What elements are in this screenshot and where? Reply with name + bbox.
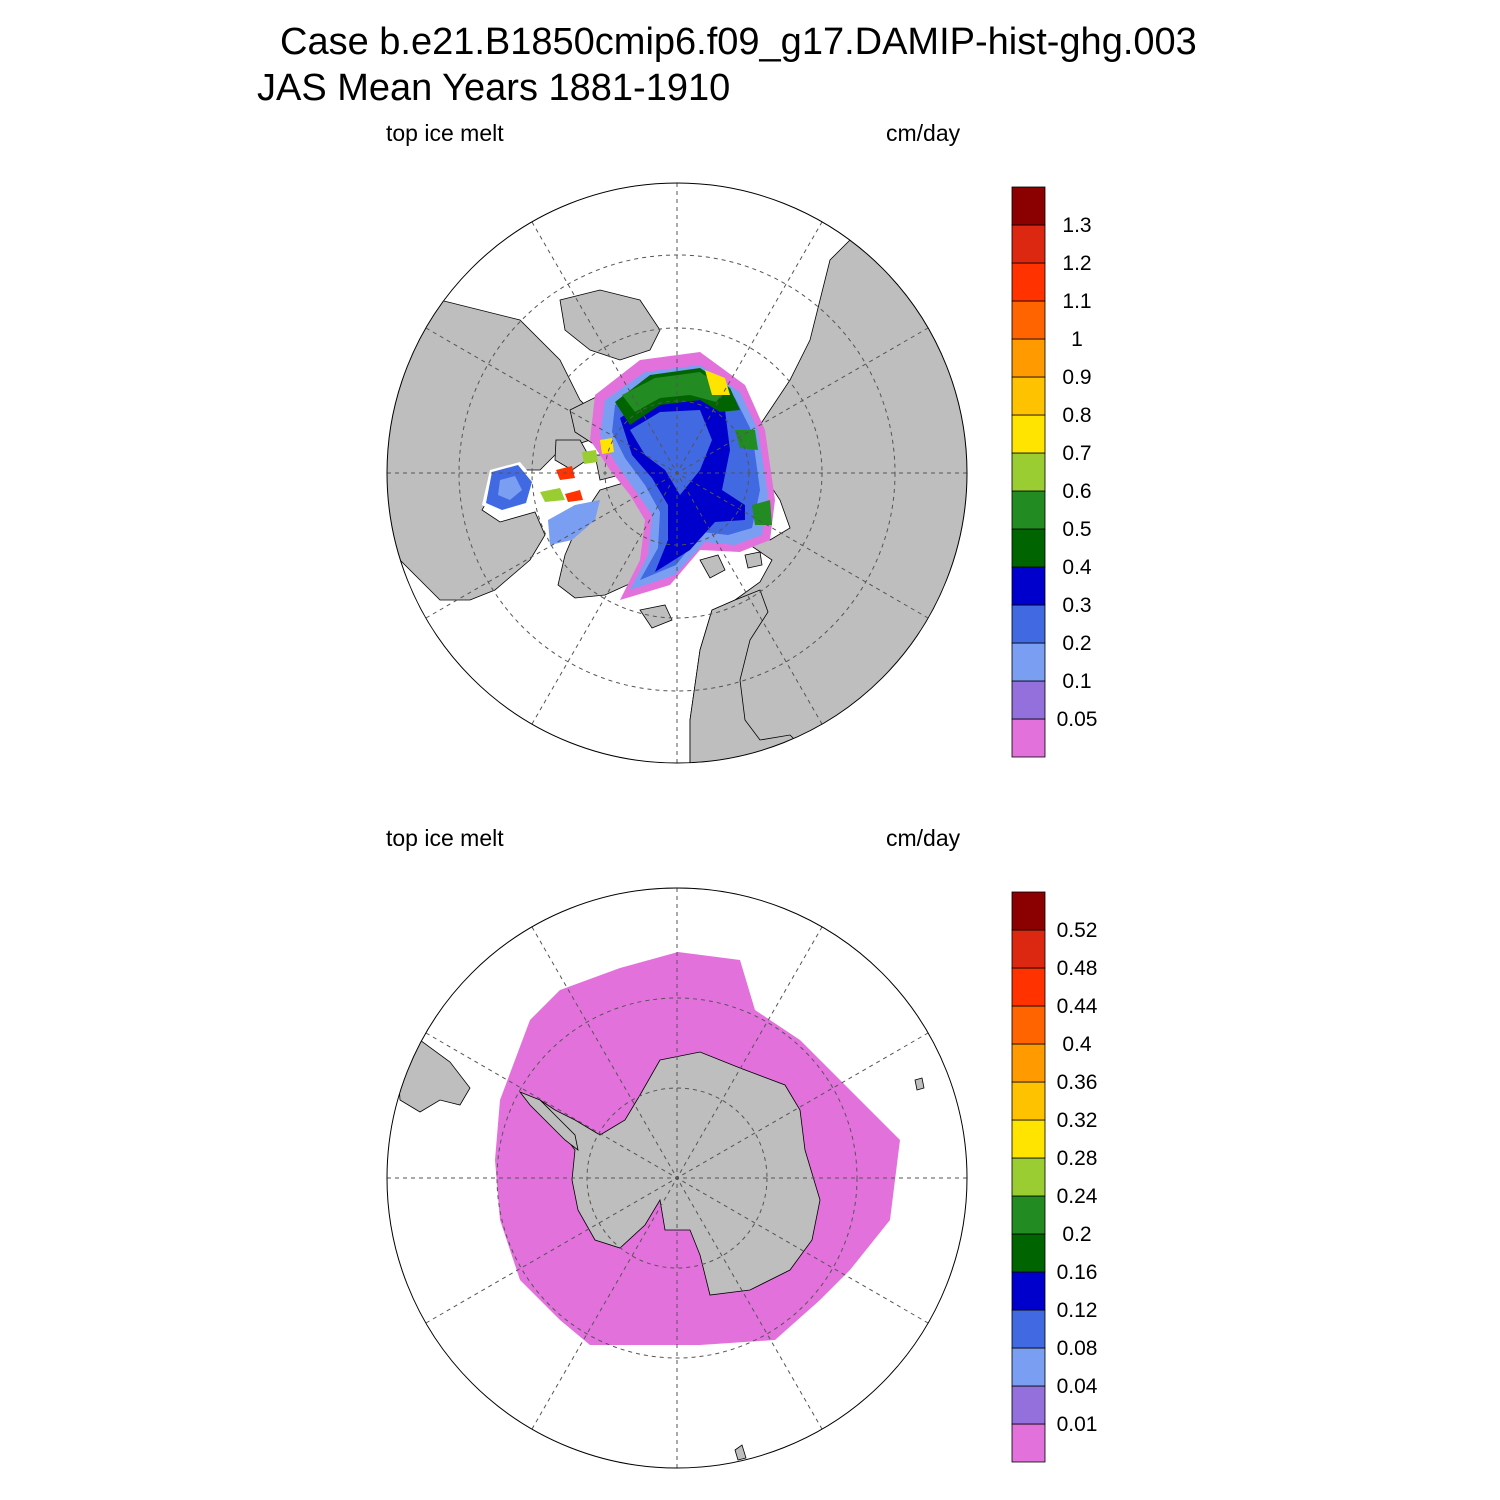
north-colorbar-swatch [1011, 186, 1046, 226]
north-colorbar-swatch [1011, 528, 1046, 568]
north-colorbar-swatch [1011, 376, 1046, 416]
south-colorbar-swatch [1011, 1423, 1046, 1463]
north-colorbar: 0.05 0.1 0.2 0.3 0.4 0.5 0.6 0.7 0.8 0.9 1 1.1 1.2 1.… [1011, 186, 1098, 758]
south-colorbar-swatch [1011, 929, 1046, 969]
south-land-peninsula [518, 1091, 579, 1151]
north-colorbar-swatch [1011, 566, 1046, 606]
south-colorbar-swatch [1011, 1005, 1046, 1045]
north-colorbar-tick-label: 0.7 [1062, 442, 1091, 465]
north-colorbar-swatch [1011, 718, 1046, 758]
north-land-svalbard [699, 551, 763, 579]
north-colorbar-tick-label: 0.3 [1062, 594, 1091, 617]
south-colorbar-swatch [1011, 1385, 1046, 1425]
north-colorbar-swatch [1011, 490, 1046, 530]
north-land-alaska [559, 289, 661, 361]
north-ice-band-8 [600, 370, 730, 454]
north-colorbar-swatch [1011, 224, 1046, 264]
south-land-south-america [397, 1039, 471, 1113]
south-land-antarctica [539, 1051, 821, 1296]
south-colorbar-tick-label: 0.08 [1057, 1337, 1098, 1360]
north-colorbar-tick-label: 0.8 [1062, 404, 1091, 427]
north-units-label: cm/day [886, 120, 961, 146]
south-colorbar-tick-label: 0.44 [1057, 995, 1098, 1018]
north-ice-band-3b [630, 410, 712, 495]
south-colorbar-swatch [1011, 1347, 1046, 1387]
south-colorbar-tick-label: 0.4 [1062, 1033, 1092, 1056]
north-colorbar-tick-label: 1 [1071, 328, 1083, 351]
south-colorbar-swatch [1011, 891, 1046, 931]
north-colorbar-tick-label: 0.05 [1057, 708, 1098, 731]
south-colorbar-swatch [1011, 967, 1046, 1007]
south-colorbar-tick-label: 0.2 [1062, 1223, 1091, 1246]
north-colorbar-tick-label: 0.5 [1062, 518, 1091, 541]
north-colorbar-swatch [1011, 338, 1046, 378]
south-colorbar-swatch [1011, 1157, 1046, 1197]
north-ice-hudson-inner [498, 476, 522, 500]
south-variable-label: top ice melt [386, 825, 504, 851]
south-colorbar-swatch [1011, 1081, 1046, 1121]
figure-title-line-1: Case b.e21.B1850cmip6.f09_g17.DAMIP-hist… [280, 21, 1197, 63]
south-colorbar-tick-label: 0.28 [1057, 1147, 1098, 1170]
south-colorbar-tick-label: 0.36 [1057, 1071, 1098, 1094]
north-colorbar-swatch [1011, 604, 1046, 644]
north-colorbar-swatch [1011, 300, 1046, 340]
north-colorbar-tick-label: 1.3 [1062, 214, 1091, 237]
south-colorbar-tick-label: 0.12 [1057, 1299, 1098, 1322]
north-map-border [386, 182, 968, 764]
south-colorbar-swatch [1011, 1271, 1046, 1311]
south-colorbar-tick-label: 0.16 [1057, 1261, 1098, 1284]
south-polar-map [386, 887, 968, 1469]
north-polar-map [386, 182, 968, 764]
south-colorbar-swatch [1011, 1043, 1046, 1083]
north-graticule [387, 183, 967, 763]
south-colorbar-tick-label: 0.52 [1057, 919, 1098, 942]
north-ice-band-7 [540, 450, 598, 502]
north-ice-band-12 [556, 466, 583, 502]
south-colorbar-tick-label: 0.48 [1057, 957, 1098, 980]
south-colorbar-swatch [1011, 1195, 1046, 1235]
north-colorbar-tick-label: 0.1 [1062, 670, 1091, 693]
north-colorbar-swatch [1011, 262, 1046, 302]
south-land-islands [734, 1077, 925, 1461]
north-colorbar-tick-label: 0.4 [1062, 556, 1092, 579]
south-colorbar-tick-label: 0.24 [1057, 1185, 1098, 1208]
south-colorbar-swatch [1011, 1309, 1046, 1349]
north-colorbar-tick-label: 0.2 [1062, 632, 1091, 655]
south-map-border [386, 887, 968, 1469]
south-colorbar: 0.01 0.04 0.08 0.12 0.16 0.2 0.24 0.28 0.32 0.36 0… [1011, 891, 1098, 1463]
north-colorbar-swatch [1011, 642, 1046, 682]
south-graticule [387, 888, 967, 1468]
north-colorbar-swatch [1011, 680, 1046, 720]
south-colorbar-tick-label: 0.32 [1057, 1109, 1098, 1132]
north-colorbar-swatch [1011, 452, 1046, 492]
figure-title-line-2: JAS Mean Years 1881-1910 [257, 67, 731, 109]
south-colorbar-swatch [1011, 1119, 1046, 1159]
north-colorbar-swatch [1011, 414, 1046, 454]
north-colorbar-tick-label: 1.2 [1062, 252, 1091, 275]
north-colorbar-tick-label: 0.6 [1062, 480, 1091, 503]
south-colorbar-swatch [1011, 1233, 1046, 1273]
north-variable-label: top ice melt [386, 120, 504, 146]
north-ice-baffin [548, 500, 600, 545]
north-ice-band-6 [622, 372, 772, 525]
south-colorbar-tick-label: 0.04 [1057, 1375, 1098, 1398]
north-colorbar-tick-label: 1.1 [1062, 290, 1091, 313]
north-colorbar-tick-label: 0.9 [1062, 366, 1091, 389]
south-units-label: cm/day [886, 825, 961, 851]
south-colorbar-tick-label: 0.01 [1057, 1413, 1098, 1436]
